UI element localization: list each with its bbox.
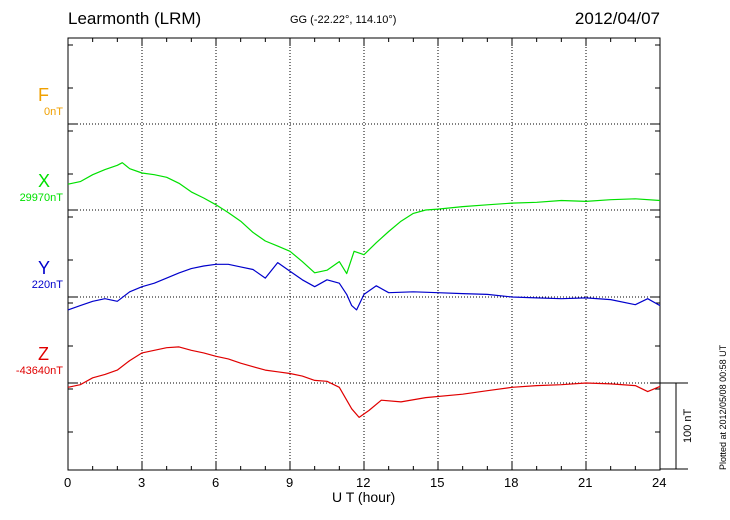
x-tick-label-0: 0	[64, 475, 72, 490]
component-baseline-F: 0nT	[44, 106, 63, 118]
station-coordinates: GG (-22.22°, 114.10°)	[290, 14, 397, 26]
component-name-X: X	[38, 171, 51, 191]
component-baseline-Y: 220nT	[31, 279, 63, 291]
series-line-Y	[67, 262, 661, 311]
series-line-X	[67, 162, 661, 275]
plotted-timestamp: Plotted at 2012/05/08 00:58 UT	[718, 344, 728, 470]
component-name-F: F	[38, 85, 49, 105]
x-tick-label-9: 9	[286, 475, 294, 490]
grid-lines	[68, 38, 660, 470]
station-title: Learmonth (LRM)	[68, 9, 202, 28]
plot-date: 2012/04/07	[574, 9, 660, 28]
x-tick-label-12: 12	[356, 475, 371, 490]
x-tick-label-21: 21	[578, 475, 593, 490]
series-line-Z	[67, 346, 661, 418]
x-tick-label-18: 18	[504, 475, 519, 490]
series-lines	[67, 162, 661, 418]
component-baseline-Z: -43640nT	[15, 365, 63, 377]
component-name-Y: Y	[38, 258, 51, 278]
x-tick-label-6: 6	[212, 475, 220, 490]
scale-bar-label: 100 nT	[682, 408, 694, 443]
component-name-Z: Z	[38, 344, 49, 364]
tick-marks	[67, 38, 661, 470]
x-tick-label-24: 24	[652, 475, 667, 490]
x-tick-label-15: 15	[430, 475, 445, 490]
x-axis-label: U T (hour)	[332, 489, 396, 505]
scale-bar	[660, 382, 688, 470]
component-baseline-X: 29970nT	[19, 192, 63, 204]
x-tick-label-3: 3	[138, 475, 146, 490]
